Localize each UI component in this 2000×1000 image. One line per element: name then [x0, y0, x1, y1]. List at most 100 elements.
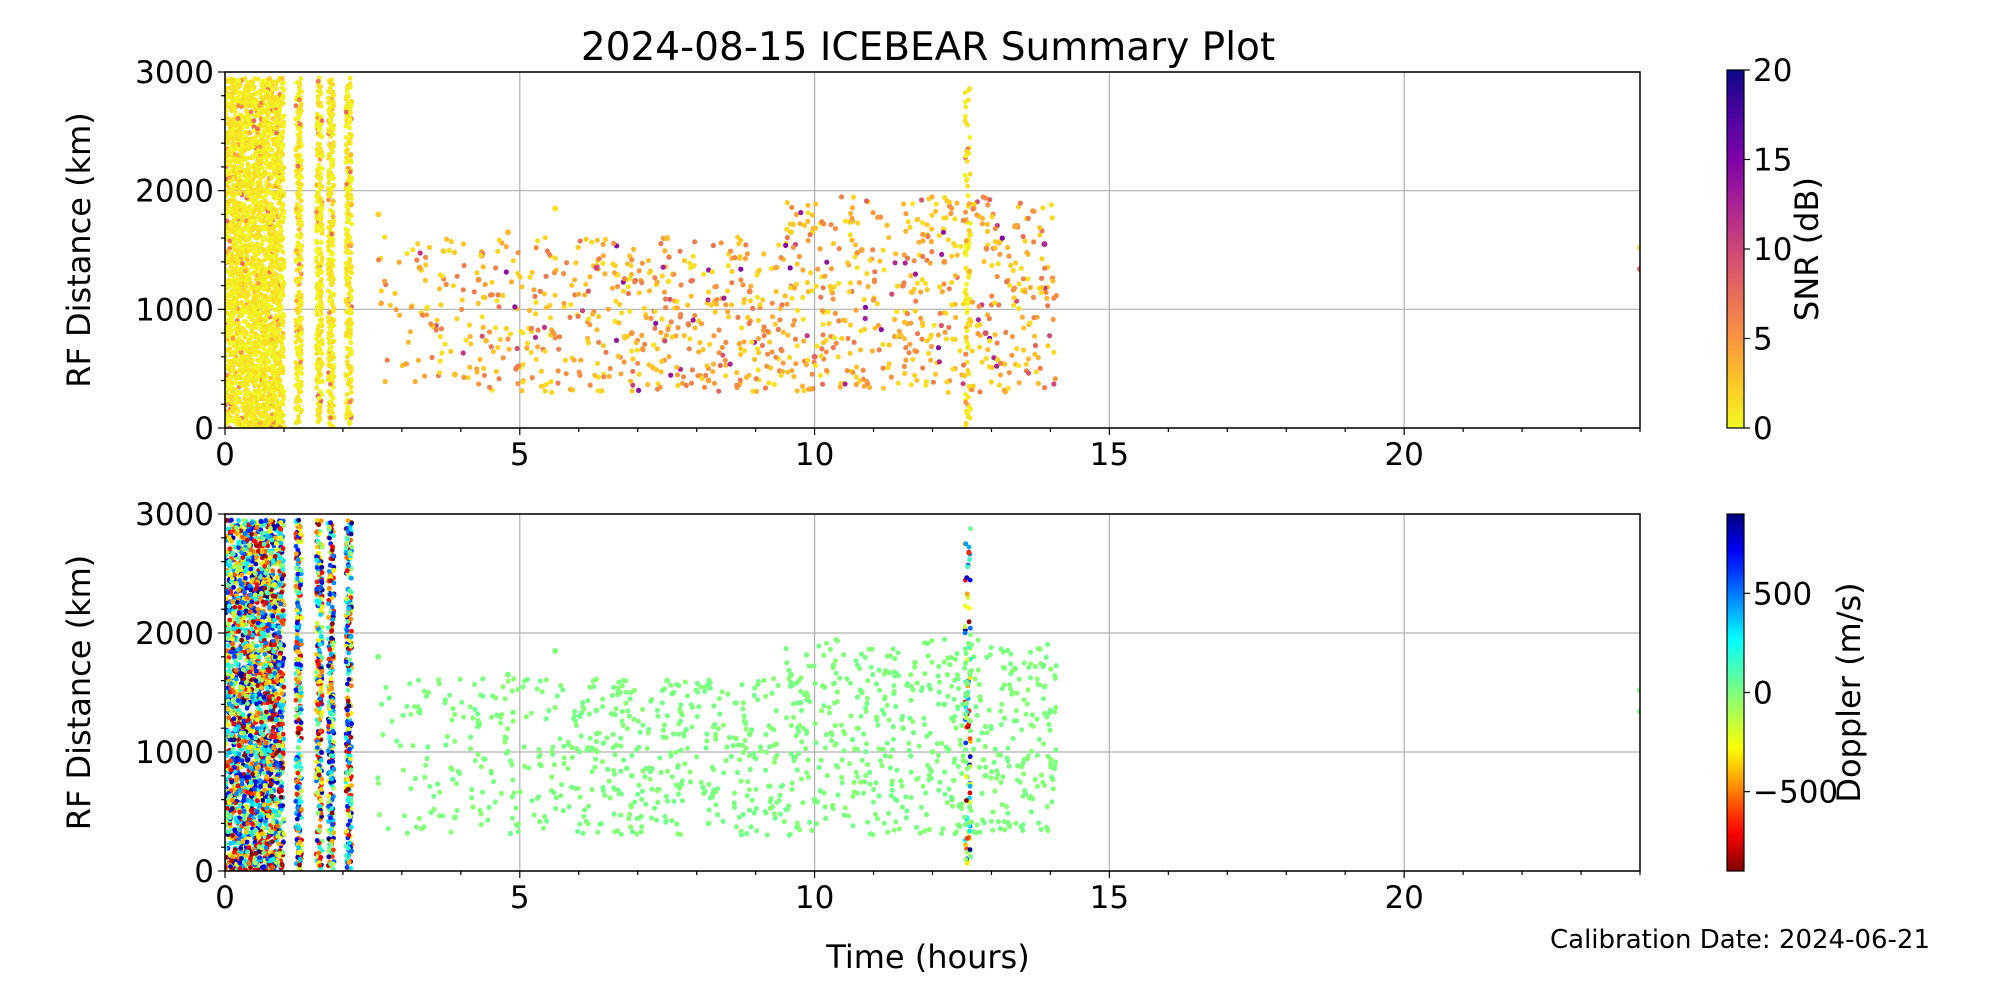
data-point — [257, 103, 262, 109]
data-point — [415, 241, 421, 247]
data-point — [274, 289, 280, 295]
data-point — [246, 362, 252, 368]
data-point — [230, 272, 235, 277]
data-point — [766, 380, 772, 386]
data-point — [643, 315, 649, 321]
data-point — [678, 282, 684, 288]
data-point — [571, 357, 577, 363]
data-point — [347, 399, 353, 405]
data-point — [824, 367, 830, 374]
data-point — [527, 274, 533, 280]
data-point — [256, 266, 261, 271]
data-point — [547, 315, 554, 321]
data-point — [275, 232, 280, 238]
data-point — [298, 244, 303, 250]
data-point — [701, 384, 708, 390]
data-point — [262, 382, 268, 388]
data-point — [789, 204, 795, 210]
data-point — [247, 130, 253, 136]
data-point — [870, 247, 876, 253]
data-point — [992, 226, 998, 232]
data-point — [257, 350, 263, 355]
data-point — [268, 165, 274, 171]
data-point — [625, 284, 632, 290]
data-point — [552, 292, 558, 298]
data-point — [878, 214, 884, 220]
data-point — [732, 255, 738, 261]
data-point — [314, 209, 319, 215]
data-point — [963, 420, 969, 426]
data-point — [242, 76, 248, 81]
data-point — [325, 288, 331, 294]
data-point — [298, 76, 304, 81]
data-point — [269, 267, 275, 273]
data-point — [965, 394, 971, 400]
data-point — [999, 235, 1005, 241]
data-point — [780, 329, 786, 335]
data-point — [722, 357, 728, 363]
data-point — [318, 103, 324, 109]
data-point — [437, 334, 443, 340]
data-point — [500, 292, 506, 299]
data-point — [801, 388, 807, 394]
data-point — [262, 133, 268, 138]
data-point — [683, 382, 689, 388]
data-point — [647, 270, 653, 276]
data-point — [273, 356, 279, 361]
data-point — [996, 382, 1003, 388]
data-point — [314, 224, 320, 230]
data-point — [920, 253, 926, 260]
data-point — [327, 310, 332, 315]
data-point — [277, 424, 283, 428]
data-point — [1021, 325, 1027, 331]
data-point — [227, 373, 233, 379]
data-point — [706, 289, 712, 295]
data-point — [724, 288, 731, 294]
data-point — [248, 372, 254, 378]
data-point — [936, 232, 942, 239]
data-point — [902, 260, 908, 266]
data-point — [515, 363, 522, 369]
data-point — [923, 379, 930, 385]
data-point — [347, 256, 353, 262]
data-point — [247, 422, 252, 428]
data-point — [931, 322, 937, 328]
data-point — [225, 304, 229, 310]
data-point — [977, 344, 983, 350]
scatter-points — [225, 75, 1640, 428]
data-point — [272, 307, 278, 313]
data-point — [269, 95, 275, 100]
data-point — [944, 198, 950, 204]
data-point — [727, 361, 733, 367]
data-point — [946, 286, 952, 292]
data-point — [847, 232, 853, 238]
data-point — [451, 249, 458, 256]
data-point — [784, 235, 791, 241]
data-point — [260, 148, 266, 153]
data-point — [247, 164, 253, 170]
data-point — [595, 388, 601, 394]
data-point — [244, 92, 249, 97]
data-point — [1031, 239, 1037, 245]
data-point — [632, 279, 638, 285]
data-point — [258, 413, 264, 419]
data-point — [238, 349, 244, 355]
data-point — [636, 268, 642, 274]
data-point — [277, 299, 282, 304]
data-point — [225, 372, 229, 378]
data-point — [634, 347, 641, 353]
data-point — [658, 329, 664, 336]
data-point — [347, 316, 353, 322]
data-point — [630, 356, 636, 362]
data-point — [460, 350, 466, 356]
data-point — [279, 334, 285, 340]
data-point — [343, 297, 349, 303]
data-point — [687, 260, 693, 266]
data-point — [804, 333, 810, 339]
data-point — [914, 280, 921, 286]
data-point — [984, 228, 991, 235]
data-point — [233, 344, 239, 350]
data-point — [535, 327, 541, 333]
data-point — [943, 310, 949, 316]
